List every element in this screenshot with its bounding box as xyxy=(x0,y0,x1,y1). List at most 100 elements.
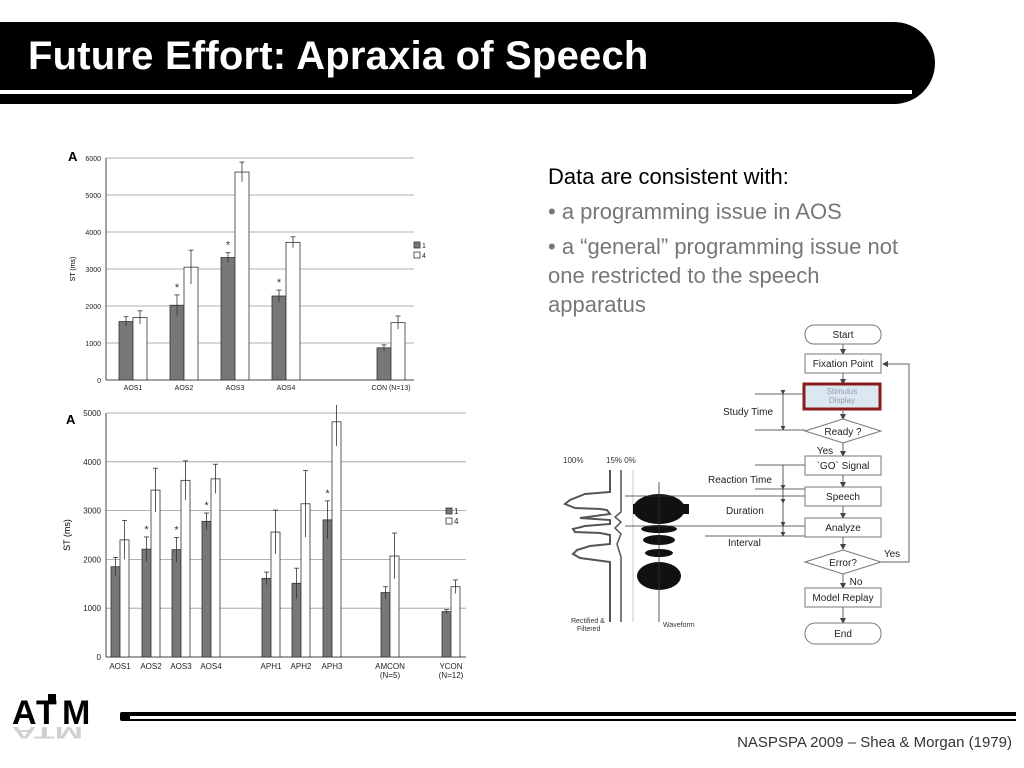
logo-text-A: A xyxy=(12,694,37,732)
legend-swatch xyxy=(445,507,453,515)
study-time-label: Study Time xyxy=(723,407,773,418)
x-tick-label: APH1 xyxy=(261,662,282,671)
title-stripe xyxy=(0,90,912,94)
bar-4-3 xyxy=(210,478,221,658)
legend-label: 1 xyxy=(422,243,426,250)
stimulus-node xyxy=(802,382,882,411)
bar-4-6 xyxy=(331,421,342,658)
x-tick-label: (N=12) xyxy=(439,671,464,680)
bar-4-0 xyxy=(132,317,148,381)
legend-label: 1 xyxy=(454,507,459,516)
significance-asterisk: * xyxy=(204,500,209,512)
y-tick-label: 3000 xyxy=(83,507,101,516)
bar-chart-bottom: A 0 1000 2000 3000 4000 5000 ST (ms) AOS1 * AOS2 * A… xyxy=(62,405,466,680)
bullet-2: • a “general” programming issue not one … xyxy=(548,234,899,317)
interval-brackets xyxy=(625,390,805,537)
legend-swatch xyxy=(445,517,453,525)
logo-accent xyxy=(48,694,56,701)
flow-nodes: Start Fixation Point Stimulus Display Re… xyxy=(802,324,910,645)
y-tick-label: 2000 xyxy=(83,555,101,564)
significance-asterisk: * xyxy=(144,524,149,536)
significance-asterisk: * xyxy=(174,524,179,536)
x-tick-label: AOS2 xyxy=(140,662,162,671)
interval-label: Interval xyxy=(728,538,761,549)
bar-4-8 xyxy=(450,586,461,658)
legend-label: 4 xyxy=(454,517,459,526)
bar-1-2 xyxy=(220,257,236,381)
x-tick-label: AOS3 xyxy=(226,385,245,392)
logo-reflection: ATM xyxy=(12,723,83,742)
y-tick-label: 4000 xyxy=(85,230,101,237)
bar-1-6 xyxy=(322,519,333,658)
bar-1-4 xyxy=(261,578,272,658)
x-tick-label: (N=5) xyxy=(380,671,401,680)
bar-1-4 xyxy=(376,347,392,381)
go-label: `GO` Signal xyxy=(817,460,870,472)
title-bar xyxy=(0,22,935,104)
rectified-trace-2 xyxy=(613,470,623,622)
x-tick-label: APH3 xyxy=(322,662,343,671)
x-tick-label: AOS3 xyxy=(170,662,192,671)
legend-swatch xyxy=(413,241,421,249)
stimulus-label-2: Display xyxy=(829,396,855,405)
y-tick-label: 5000 xyxy=(83,409,101,418)
footer-rule-thin xyxy=(122,719,1016,721)
yes-label-1: Yes xyxy=(817,446,833,457)
bar-4-4 xyxy=(390,322,406,381)
x-tick-label: AOS1 xyxy=(109,662,131,671)
y-tick-label: 0 xyxy=(97,378,101,385)
bar-4-3 xyxy=(285,241,301,381)
bar-1-3 xyxy=(271,295,287,381)
logo-text-T: T xyxy=(36,694,57,732)
footer-rule xyxy=(122,712,1016,716)
ready-label: Ready ? xyxy=(824,427,862,438)
x-tick-label: AOS1 xyxy=(124,385,143,392)
bar-1-7 xyxy=(380,592,391,658)
speech-label: Speech xyxy=(826,492,860,503)
x-tick-label: AOS4 xyxy=(200,662,222,671)
bar-1-0 xyxy=(110,566,121,658)
waveform-figure: 100% 15% 0% Rectified & Filtered Wavefor… xyxy=(563,456,695,633)
y-tick-label: 1000 xyxy=(83,604,101,613)
svg-text:ATM: ATM xyxy=(12,723,83,742)
bar-4-2 xyxy=(234,171,250,381)
bar-1-1 xyxy=(141,548,152,658)
loop-arrow xyxy=(881,361,910,563)
legend-swatch xyxy=(413,251,421,259)
y-tick-label: 5000 xyxy=(85,193,101,200)
panel-label: A xyxy=(68,149,78,164)
text-lead: Data are consistent with: xyxy=(548,164,789,189)
significance-asterisk: * xyxy=(175,282,180,294)
bullet-1: • a programming issue in AOS xyxy=(548,199,842,224)
panel-label: A xyxy=(66,412,76,427)
y-tick-label: 3000 xyxy=(85,267,101,274)
error-label: Error? xyxy=(829,558,857,569)
rectified-label-1: Rectified & xyxy=(571,618,605,625)
text-block: Data are consistent with: • a programmin… xyxy=(548,162,908,325)
logo-text-M: M xyxy=(62,694,90,732)
bar-1-0 xyxy=(118,321,134,381)
bar-1-1 xyxy=(169,304,185,381)
stimulus-label-1: Stimulus xyxy=(827,387,858,396)
x-tick-label: AMCON xyxy=(375,662,405,671)
ready-diamond xyxy=(803,418,883,444)
bar-1-2 xyxy=(171,549,182,658)
x-tick-label: AOS2 xyxy=(175,385,194,392)
legend-label: 4 xyxy=(422,253,426,260)
replay-label: Model Replay xyxy=(812,593,873,604)
x-tick-label: AOS4 xyxy=(277,385,296,392)
significance-asterisk: * xyxy=(325,488,330,500)
end-node xyxy=(804,622,882,645)
reaction-time-label: Reaction Time xyxy=(708,475,772,486)
y-tick-label: 2000 xyxy=(85,304,101,311)
x-tick-label: APH2 xyxy=(291,662,312,671)
atm-logo: A T M ATM xyxy=(12,694,90,742)
start-label: Start xyxy=(832,330,853,341)
waveform-label: Waveform xyxy=(663,622,695,629)
bar-1-8 xyxy=(441,611,452,658)
analyze-label: Analyze xyxy=(825,523,861,534)
end-label: End xyxy=(834,629,852,640)
y-axis-label: ST (ms) xyxy=(62,519,72,551)
significance-asterisk: * xyxy=(226,240,231,252)
speech-waveform xyxy=(633,494,689,590)
